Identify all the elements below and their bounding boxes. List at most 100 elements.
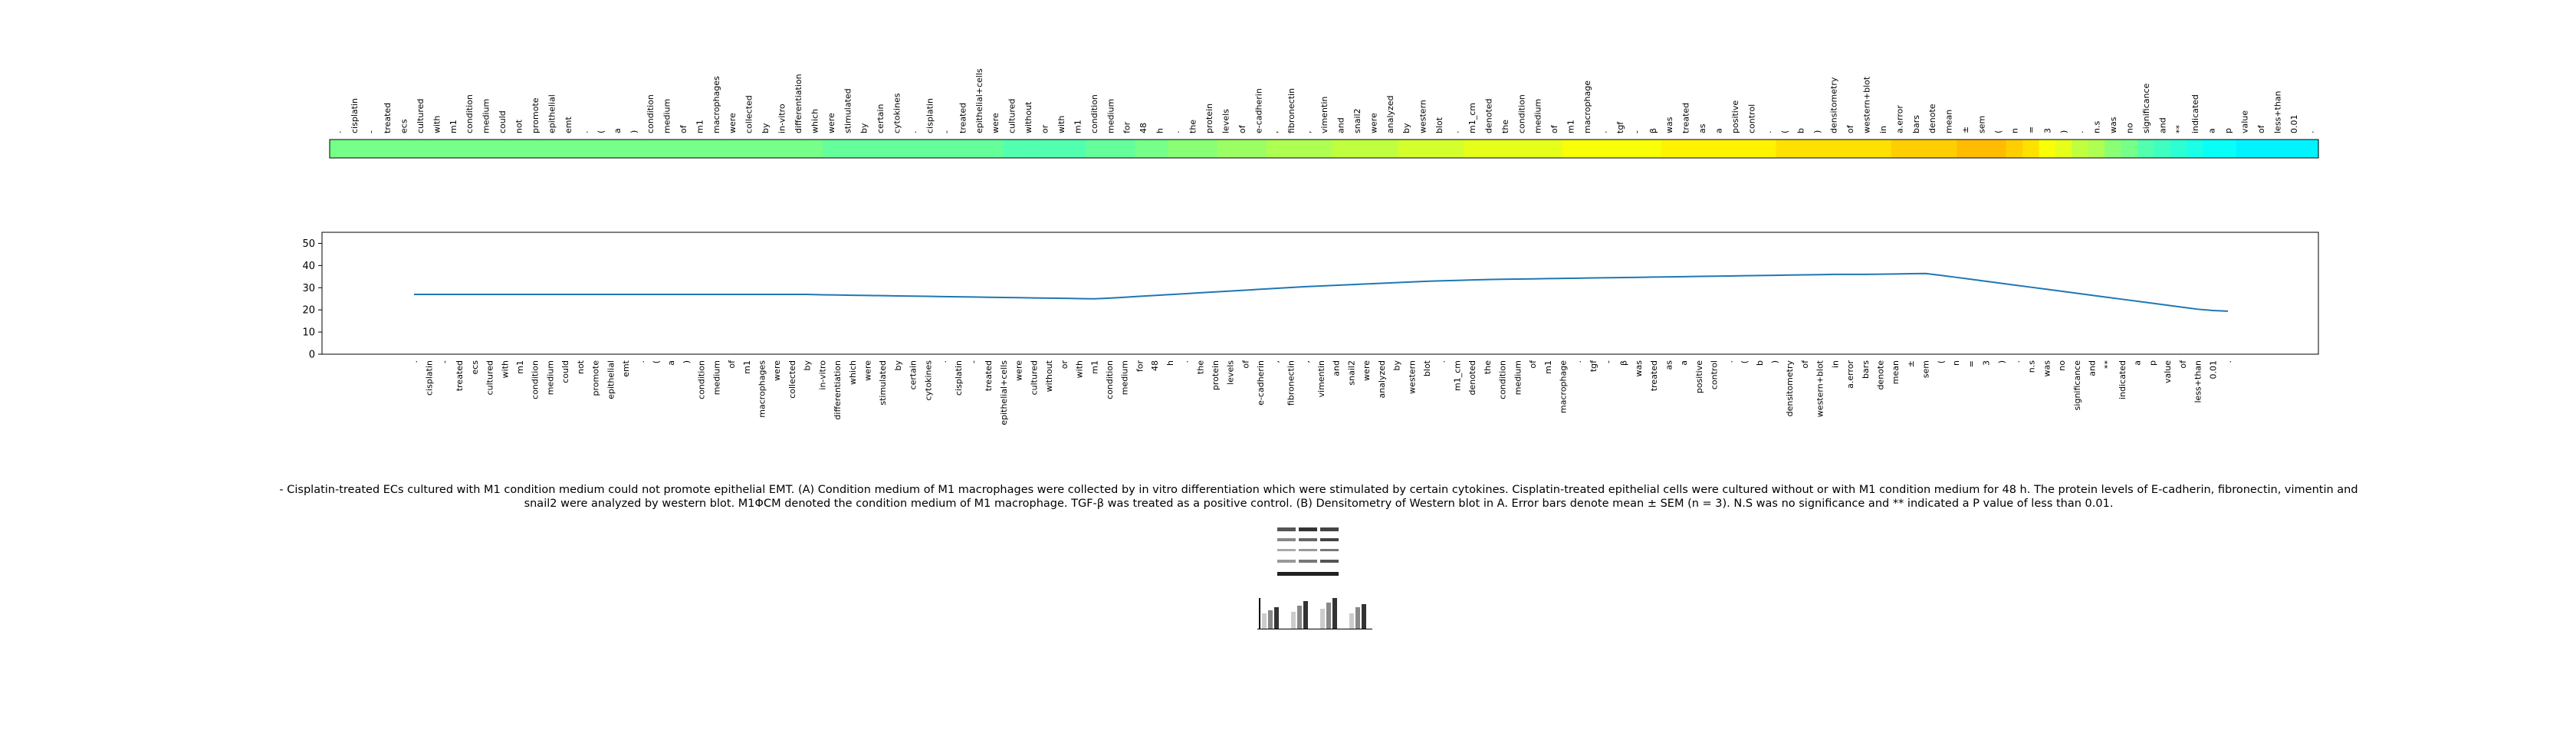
x-tick-label: sem [1921, 360, 1931, 378]
x-tick-label: medium [545, 360, 555, 395]
series-line [414, 272, 2229, 312]
heatmap-token-label: were [991, 113, 1001, 133]
x-tick-label: were [1014, 360, 1024, 381]
x-tick-label: 3 [1982, 360, 1992, 366]
heatmap-cell [1464, 140, 1481, 158]
x-tick-label: 0.01 [2208, 360, 2218, 380]
x-tick-label: snail2 [1346, 360, 1356, 386]
heatmap-token-label: epithelial+cells [974, 68, 984, 133]
heatmap-cell [2006, 140, 2023, 158]
heatmap-cells [330, 140, 2319, 158]
x-tick-label: . [1573, 360, 1583, 363]
x-tick-label: condition [1498, 360, 1508, 399]
heatmap-cell [2104, 140, 2122, 158]
x-tick-label: 48 [1150, 360, 1160, 371]
heatmap-cell [2269, 140, 2286, 158]
heatmap-cell [576, 140, 593, 158]
x-tick-label: m1 [1543, 360, 1553, 374]
x-tick-label: by [893, 360, 903, 371]
x-tick-label: - [439, 360, 449, 363]
x-tick-label: . [1181, 360, 1191, 363]
x-tick-label: cisplatin [954, 360, 964, 396]
heatmap-token-label: were [826, 113, 836, 133]
x-tick-label: western+blot [1815, 360, 1825, 417]
heatmap-cell [1907, 140, 1925, 158]
x-tick-label: e-cadherin [1256, 360, 1266, 406]
heatmap-cell [1760, 140, 1777, 158]
y-tick-label: 10 [302, 327, 315, 339]
heatmap-cell [445, 140, 462, 158]
heatmap-cell [593, 140, 610, 158]
heatmap-token-label: cisplatin [350, 98, 360, 133]
x-tick-label: ) [1770, 360, 1780, 363]
heatmap-token-label: cultured [416, 99, 426, 133]
line-chart-frame [321, 232, 2319, 355]
x-tick-label: with [500, 360, 510, 378]
heatmap-cell [2252, 140, 2270, 158]
x-tick-label: a [1679, 360, 1689, 366]
heatmap-cell [1743, 140, 1760, 158]
heatmap-cell [1283, 140, 1300, 158]
y-tick-label: 40 [302, 261, 315, 272]
x-tick-label: emt [621, 360, 631, 376]
heatmap-token-label: positive [1730, 100, 1740, 133]
heatmap-cell [1119, 140, 1136, 158]
x-tick-label: cisplatin [425, 360, 435, 396]
heatmap-cell [691, 140, 708, 158]
heatmap-cell [1234, 140, 1251, 158]
x-tick-label: ecs [470, 360, 480, 375]
x-tick-label: were [1362, 360, 1372, 381]
heatmap-token-label: . [2305, 131, 2315, 134]
heatmap-token-label: e-cadherin [1254, 88, 1263, 133]
heatmap-cell [1957, 140, 1974, 158]
heatmap-cell [1365, 140, 1382, 158]
x-tick-label: and [1332, 360, 1342, 376]
heatmap-token-label: and [1336, 117, 1346, 133]
heatmap-token-label: with [1056, 116, 1066, 133]
heatmap-token-label: analyzed [1385, 95, 1395, 133]
heatmap-token-label: western [1418, 100, 1428, 133]
heatmap-cell [1414, 140, 1431, 158]
heatmap-cell [1612, 140, 1629, 158]
heatmap-cell [1858, 140, 1875, 158]
heatmap-cell [625, 140, 642, 158]
x-tick-label: denoted [1467, 360, 1477, 396]
x-tick-label: was [1634, 360, 1644, 377]
heatmap-token-label: of [1549, 124, 1559, 133]
heatmap-token-label: condition [1516, 94, 1526, 133]
heatmap-token-label: a [2207, 128, 2217, 133]
x-tick-label: β [1618, 360, 1628, 366]
heatmap-token-label: cisplatin [925, 98, 935, 133]
heatmap-cell [1842, 140, 1859, 158]
heatmap-cell [2137, 140, 2155, 158]
heatmap-cell [2022, 140, 2040, 158]
heatmap-cell [1250, 140, 1267, 158]
x-tick-label: cultured [485, 360, 495, 395]
y-tick-label: 0 [309, 350, 315, 361]
heatmap-cell [1497, 140, 1514, 158]
heatmap-token-label: mean [1944, 110, 1954, 133]
heatmap-token-label: and [2157, 117, 2167, 133]
x-tick-label: control [1710, 360, 1720, 389]
x-tick-label: p [2147, 360, 2157, 366]
heatmap-token-label: ecs [399, 119, 409, 133]
heatmap-cell [905, 140, 922, 158]
heatmap-cell [987, 140, 1004, 158]
heatmap-cell [560, 140, 577, 158]
heatmap-cell [1316, 140, 1333, 158]
heatmap-token-label: m1 [1566, 120, 1576, 133]
x-tick-label: no [2057, 360, 2067, 371]
heatmap-cell [757, 140, 774, 158]
heatmap-token-label: condition [646, 94, 656, 133]
x-tick-label: . [1438, 360, 1447, 363]
heatmap-token-label: indicated [2190, 94, 2200, 133]
heatmap-token-label: medium [1533, 99, 1543, 133]
heatmap-cell [1677, 140, 1694, 158]
heatmap-cell [2055, 140, 2073, 158]
heatmap-cell [773, 140, 790, 158]
x-tick-label: analyzed [1377, 360, 1387, 399]
x-tick-label: . [2012, 360, 2022, 363]
x-tick-label: a.error [1845, 360, 1855, 389]
heatmap-cell [412, 140, 429, 158]
heatmap-cell [658, 140, 675, 158]
